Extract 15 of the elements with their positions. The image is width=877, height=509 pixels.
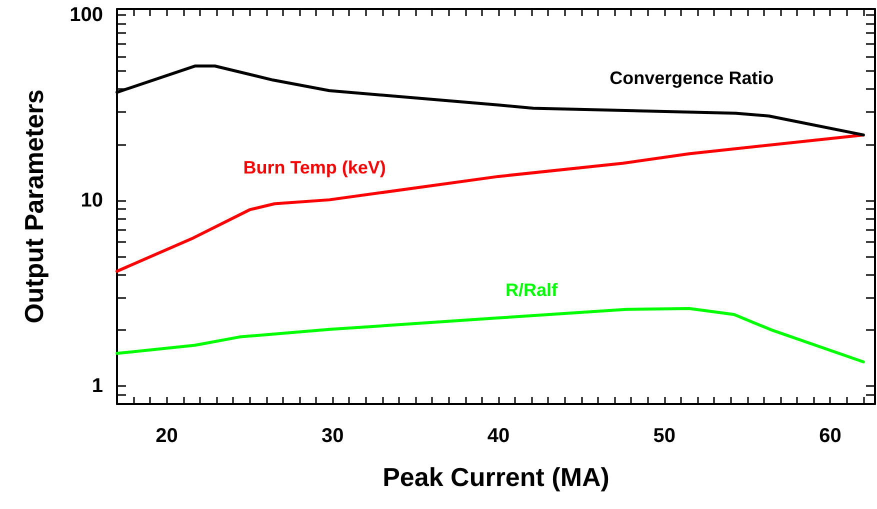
x-axis-title: Peak Current (MA) xyxy=(382,462,610,492)
x-tick-label: 30 xyxy=(322,425,344,447)
y-tick-label: 1 xyxy=(92,375,103,398)
y-tick-label: 100 xyxy=(70,4,103,26)
series-label: Convergence Ratio xyxy=(610,68,774,88)
x-tick-label: 40 xyxy=(487,425,510,447)
y-tick-label: 10 xyxy=(80,190,103,212)
line-series xyxy=(116,306,865,364)
x-tick-label: 60 xyxy=(819,425,842,447)
y-axis-title: Output Parameters xyxy=(19,89,49,324)
series-label: R/Ralf xyxy=(505,280,558,300)
x-tick-label: 50 xyxy=(653,425,676,447)
x-tick-label: 20 xyxy=(156,425,178,447)
series-label: Burn Temp (keV) xyxy=(243,158,386,178)
line-series xyxy=(116,133,865,273)
